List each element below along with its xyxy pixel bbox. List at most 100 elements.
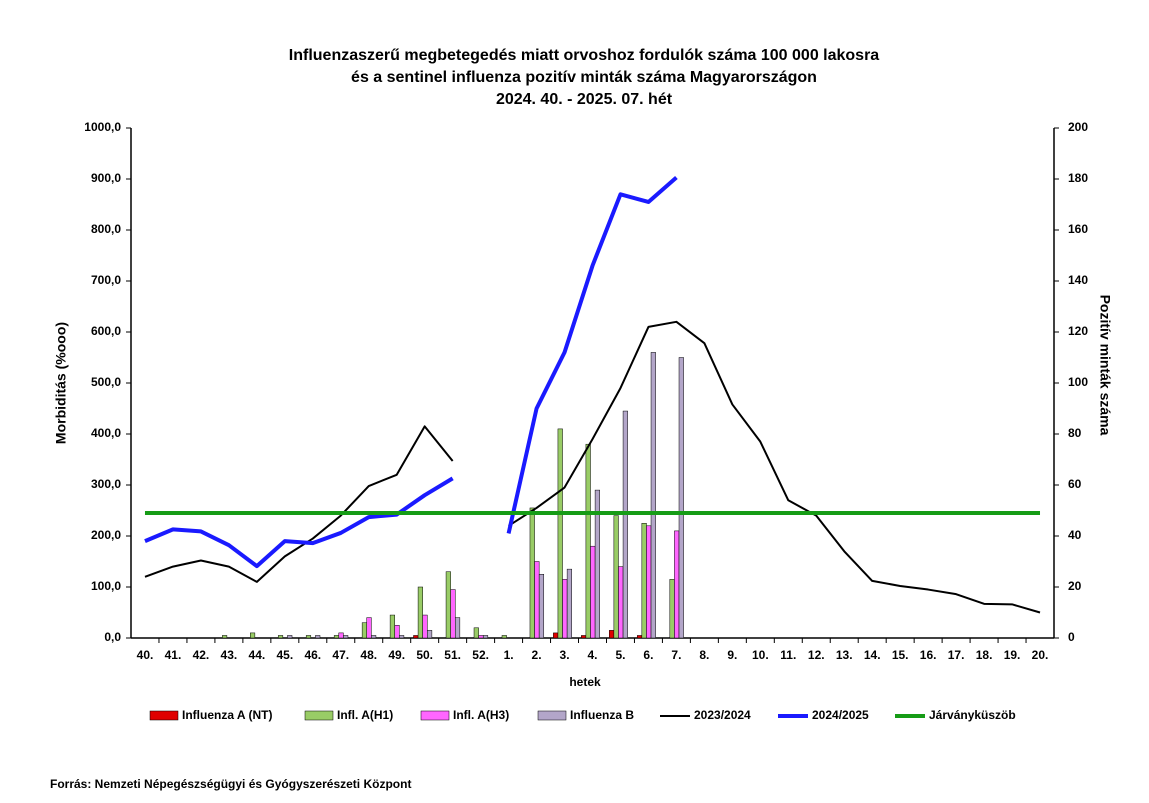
x-tick-label: 1.	[504, 648, 514, 662]
bar	[609, 630, 615, 639]
x-tick-label: 50.	[416, 648, 433, 662]
chart-title: 2024. 40. - 2025. 07. hét	[496, 91, 673, 108]
y-tick-label: 500,0	[91, 375, 121, 389]
y2-tick-label: 140	[1068, 273, 1088, 287]
x-tick-label: 6.	[643, 648, 653, 662]
bar	[450, 589, 456, 639]
y-tick-label: 600,0	[91, 324, 121, 338]
line	[144, 320, 1041, 614]
y2-tick-label: 160	[1068, 222, 1088, 236]
legend-swatch	[537, 710, 567, 721]
legend-label: Infl. A(H3)	[453, 708, 509, 722]
y2-tick-label: 180	[1068, 171, 1088, 185]
bar	[557, 428, 563, 639]
x-tick-label: 13.	[836, 648, 853, 662]
bar	[562, 579, 568, 639]
bar	[646, 525, 652, 639]
x-tick-label: 9.	[727, 648, 737, 662]
legend-label: 2023/2024	[694, 708, 751, 722]
bar	[315, 635, 321, 639]
bar	[394, 625, 400, 639]
x-tick-label: 8.	[699, 648, 709, 662]
y2-tick-label: 40	[1068, 528, 1082, 542]
bar	[529, 507, 535, 639]
bar	[366, 617, 372, 639]
bar	[250, 632, 256, 639]
bar	[277, 635, 284, 639]
bar	[305, 635, 312, 639]
x-tick-label: 48.	[360, 648, 377, 662]
x-tick-label: 41.	[165, 648, 182, 662]
y2-tick-label: 100	[1068, 375, 1088, 389]
bar	[669, 579, 675, 639]
legend-swatch	[304, 710, 334, 721]
legend-swatch	[420, 710, 450, 721]
x-tick-label: 2.	[532, 648, 542, 662]
bar	[338, 632, 344, 639]
x-tick-label: 42.	[193, 648, 210, 662]
y-tick-label: 900,0	[91, 171, 121, 185]
y2-tick-label: 20	[1068, 579, 1082, 593]
bar	[678, 357, 684, 639]
bar	[538, 574, 545, 639]
y-tick-label: 300,0	[91, 477, 121, 491]
bar	[389, 614, 395, 639]
bar	[590, 545, 596, 639]
x-tick-label: 46.	[304, 648, 321, 662]
legend-label: Influenza A (NT)	[182, 708, 272, 722]
bar	[478, 635, 484, 639]
y2-axis-title: Pozitív minták száma	[1097, 295, 1113, 436]
bar	[287, 635, 293, 639]
x-tick-label: 47.	[332, 648, 349, 662]
x-tick-label: 10.	[752, 648, 769, 662]
x-tick-label: 20.	[1032, 648, 1049, 662]
x-tick-label: 52.	[472, 648, 489, 662]
legend-label: Influenza B	[570, 708, 634, 722]
bar	[594, 489, 600, 639]
bar	[566, 568, 572, 639]
bar	[333, 635, 340, 639]
bar	[399, 635, 405, 639]
bar	[482, 635, 489, 639]
bar	[371, 635, 377, 639]
x-tick-label: 40.	[137, 648, 154, 662]
bar	[641, 523, 647, 639]
bar	[581, 635, 587, 639]
bar	[674, 530, 680, 639]
bar	[636, 635, 643, 639]
chart-title: Influenzaszerű megbetegedés miatt orvosh…	[289, 47, 880, 64]
x-tick-label: 18.	[976, 648, 993, 662]
x-tick-label: 16.	[920, 648, 937, 662]
x-tick-label: 45.	[276, 648, 293, 662]
y2-tick-label: 120	[1068, 324, 1088, 338]
bar	[473, 627, 479, 639]
y2-tick-label: 60	[1068, 477, 1082, 491]
bar	[650, 352, 656, 639]
chart-title: és a sentinel influenza pozitív minták s…	[351, 69, 817, 86]
y-tick-label: 800,0	[91, 222, 121, 236]
source: Forrás: Nemzeti Népegészségügyi és Gyógy…	[50, 777, 411, 791]
y-tick-label: 0,0	[104, 630, 121, 644]
x-tick-label: 17.	[948, 648, 965, 662]
y2-tick-label: 200	[1068, 120, 1088, 134]
bar	[613, 515, 619, 639]
x-tick-label: 14.	[864, 648, 881, 662]
y-tick-label: 400,0	[91, 426, 121, 440]
bar	[553, 632, 559, 639]
x-tick-label: 51.	[444, 648, 461, 662]
x-axis-title: hetek	[569, 675, 601, 689]
bar	[343, 635, 349, 639]
x-tick-label: 3.	[560, 648, 570, 662]
bar	[622, 410, 628, 639]
bar	[417, 586, 423, 639]
x-tick-label: 7.	[671, 648, 681, 662]
legend-label: 2024/2025	[812, 708, 869, 722]
bar	[422, 614, 428, 639]
y2-tick-label: 0	[1068, 630, 1075, 644]
bar	[445, 571, 451, 639]
legend-label: Infl. A(H1)	[337, 708, 393, 722]
legend-swatch	[149, 710, 179, 721]
bar	[501, 635, 507, 639]
